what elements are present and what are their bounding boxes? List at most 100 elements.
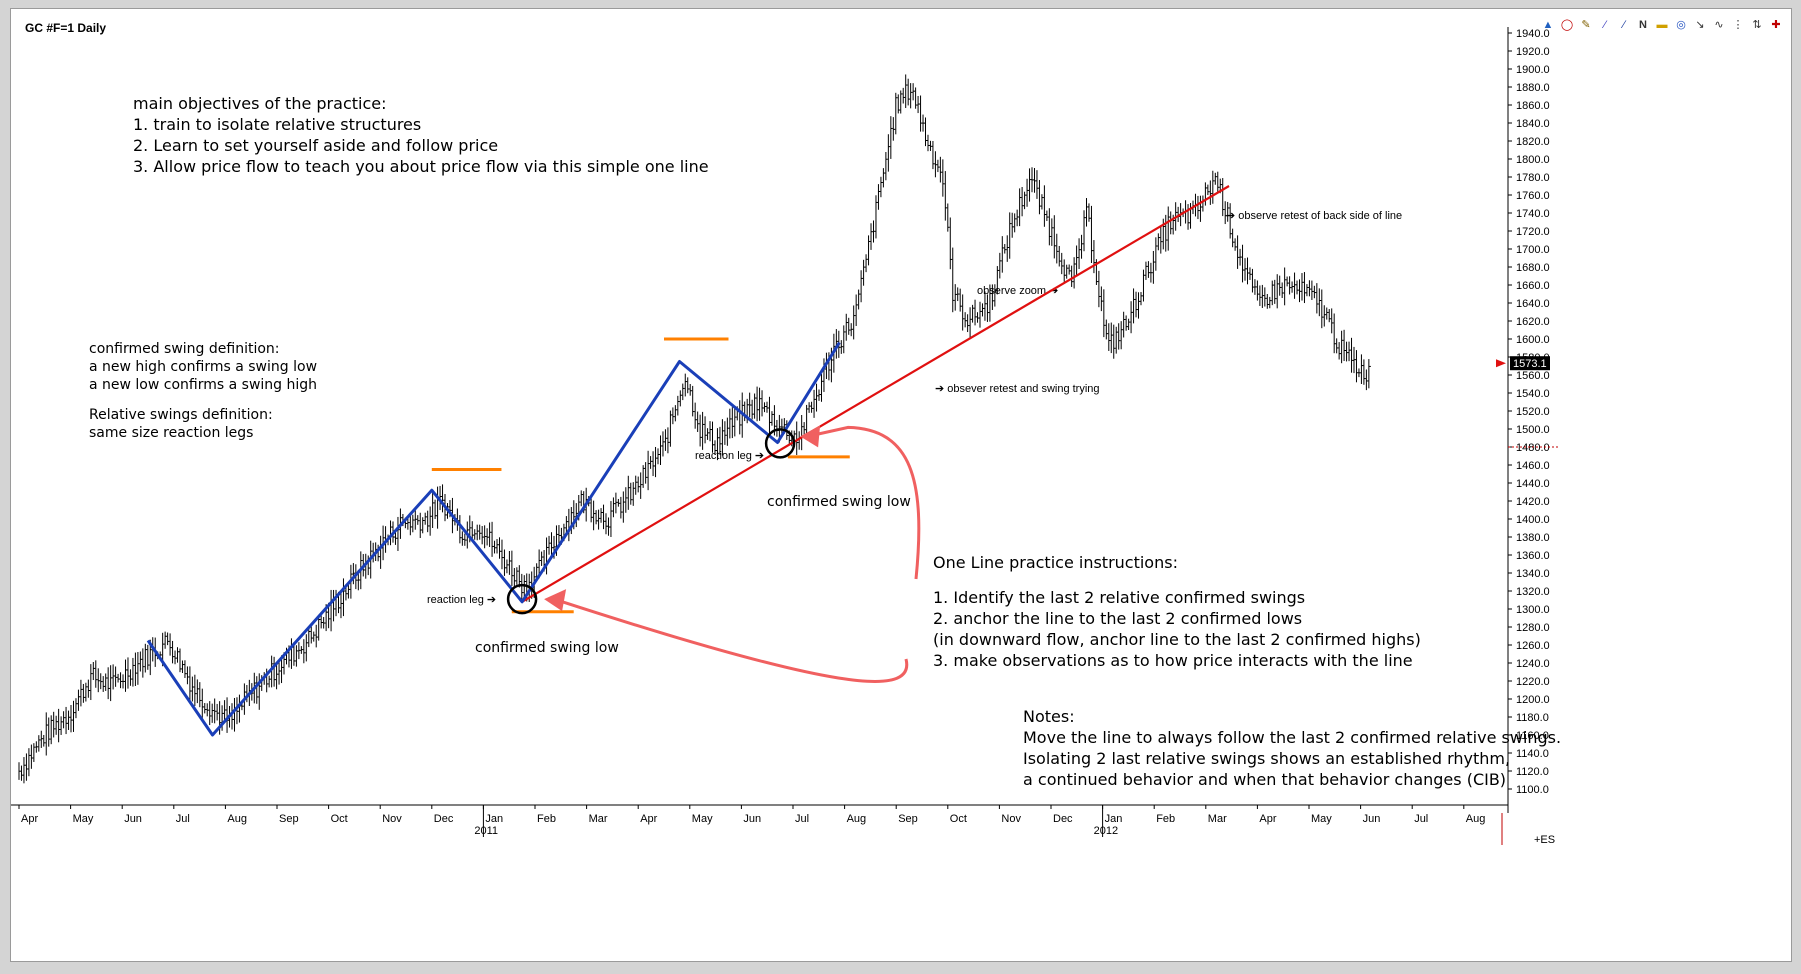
- y-tick-label: 1440.0: [1516, 478, 1550, 490]
- x-tick-label: Dec: [1053, 813, 1073, 825]
- notes-line-3: a continued behavior and when that behav…: [1023, 770, 1507, 789]
- annotation-reaction-leg-1: reaction leg ➔: [427, 594, 497, 606]
- y-tick-label: 1140.0: [1516, 748, 1549, 760]
- y-tick-label: 1760.0: [1516, 190, 1550, 202]
- y-tick-label: 1100.0: [1516, 784, 1549, 796]
- axis-corner-label: +ES: [1534, 834, 1555, 846]
- x-tick-label: Jan: [485, 813, 503, 825]
- notes-heading: Notes:: [1023, 707, 1075, 726]
- x-tick-label: May: [73, 813, 94, 825]
- x-tick-label: Sep: [279, 813, 299, 825]
- target-icon[interactable]: ◎: [1676, 19, 1686, 31]
- rect-icon[interactable]: ▬: [1656, 19, 1668, 31]
- annotation-retest-swing-trying: ➔ obsever retest and swing trying: [935, 383, 1100, 395]
- x-tick-label: Jun: [743, 813, 761, 825]
- y-tick-label: 1200.0: [1516, 694, 1550, 706]
- x-tick-label: Oct: [331, 813, 348, 825]
- annotation-confirmed-swing-low-2: confirmed swing low: [767, 494, 911, 510]
- wave-icon[interactable]: ∿: [1714, 19, 1724, 31]
- definitions-block: confirmed swing definition: a new high c…: [89, 340, 317, 442]
- y-tick-label: 1860.0: [1516, 100, 1550, 112]
- x-tick-label: Jul: [795, 813, 809, 825]
- notes-line-2: Isolating 2 last relative swings shows a…: [1023, 749, 1511, 768]
- y-tick-label: 1660.0: [1516, 280, 1550, 292]
- x-tick-label: Jun: [1363, 813, 1381, 825]
- arrowhead-1: [544, 589, 567, 612]
- x-tick-label: May: [1311, 813, 1332, 825]
- x-tick-label: Apr: [21, 813, 38, 825]
- x-tick-label: Nov: [1001, 813, 1021, 825]
- y-tick-label: 1380.0: [1516, 532, 1550, 544]
- y-tick-label: 1360.0: [1516, 550, 1550, 562]
- y-tick-label: 1420.0: [1516, 496, 1550, 508]
- y-tick-label: 1460.0: [1516, 460, 1550, 472]
- objectives-line-1: 1. train to isolate relative structures: [133, 115, 422, 134]
- cursor-icon[interactable]: ▲: [1542, 19, 1554, 31]
- swing-low-circle: [764, 428, 796, 459]
- trendline-icon[interactable]: ∕: [1623, 19, 1625, 31]
- y-tick-label: 1160.0: [1516, 730, 1549, 742]
- x-tick-label: Oct: [950, 813, 967, 825]
- x-tick-label: May: [692, 813, 713, 825]
- instructions-line-3: (in downward flow, anchor line to the la…: [933, 630, 1421, 649]
- y-tick-label: 1340.0: [1516, 568, 1550, 580]
- annotation-retest-back-side: ➔ observe retest of back side of line: [1226, 210, 1403, 222]
- fib-icon[interactable]: ⁄: [1604, 19, 1606, 31]
- y-tick-label: 1500.0: [1516, 424, 1550, 436]
- n-icon[interactable]: N: [1639, 19, 1647, 31]
- definition-line-3: a new low confirms a swing high: [89, 377, 318, 393]
- y-tick-label: 1620.0: [1516, 316, 1550, 328]
- y-tick-label: 1700.0: [1516, 244, 1550, 256]
- y-tick-label: 1780.0: [1516, 172, 1550, 184]
- x-tick-label: Mar: [1208, 813, 1227, 825]
- zoom-icon[interactable]: ⇅: [1752, 19, 1762, 31]
- instructions-line-1: 1. Identify the last 2 relative confirme…: [933, 588, 1306, 607]
- instructions-block: One Line practice instructions: 1. Ident…: [933, 552, 1421, 671]
- y-tick-label: 1240.0: [1516, 658, 1550, 670]
- price-bars: [18, 74, 1371, 784]
- x-tick-label: Aug: [847, 813, 867, 825]
- last-price-pointer: [1496, 359, 1506, 368]
- y-tick-label: 1820.0: [1516, 136, 1550, 148]
- chart-panel[interactable]: GC #F=1 Daily ▲ ◯ ✎ ⁄ ∕ N ▬ ◎ ↘ ∿ ⋮ ⇅ ✚ …: [10, 8, 1792, 962]
- last-price-label: 1573.1: [1513, 358, 1547, 370]
- definition-line-1: confirmed swing definition:: [89, 341, 280, 357]
- y-tick-label: 1800.0: [1516, 154, 1550, 166]
- y-tick-label: 1300.0: [1516, 604, 1550, 616]
- x-tick-label: Feb: [1156, 813, 1175, 825]
- arrowhead-2: [800, 425, 821, 448]
- circle-icon[interactable]: ◯: [1560, 19, 1574, 31]
- y-tick-label: 1880.0: [1516, 82, 1550, 94]
- crosshair-icon[interactable]: ✚: [1771, 19, 1781, 31]
- x-tick-label: Jun: [124, 813, 142, 825]
- definition-line-4: Relative swings definition:: [89, 407, 273, 423]
- price-chart-svg[interactable]: 1100.0 1120.0 1140.0 1160.0 1180.0 1200.0 1220…: [11, 9, 1791, 961]
- y-tick-label: 1920.0: [1516, 46, 1550, 58]
- x-tick-label: Sep: [898, 813, 918, 825]
- y-tick-label: 1740.0: [1516, 208, 1550, 220]
- chart-title: GC #F=1 Daily: [25, 21, 107, 35]
- last-price-box: [1510, 356, 1550, 371]
- bar-icon[interactable]: ⋮: [1732, 19, 1744, 31]
- x-tick-label: Mar: [589, 813, 608, 825]
- objectives-block: main objectives of the practice: 1. trai…: [133, 93, 709, 177]
- arrow-icon[interactable]: ↘: [1695, 19, 1705, 31]
- y-tick-label: 1540.0: [1516, 388, 1550, 400]
- y-tick-label: 1280.0: [1516, 622, 1550, 634]
- y-tick-label: 1120.0: [1516, 766, 1549, 778]
- y-tick-label: 1560.0: [1516, 370, 1550, 382]
- definition-line-2: a new high confirms a swing low: [89, 359, 318, 375]
- x-tick-label: Jan: [1105, 813, 1123, 825]
- y-tick-label: 1220.0: [1516, 676, 1550, 688]
- annotation-confirmed-swing-low-1: confirmed swing low: [475, 640, 619, 656]
- x-year-label: 2012: [1094, 825, 1118, 837]
- x-tick-label: Dec: [434, 813, 454, 825]
- pencil-icon[interactable]: ✎: [1581, 19, 1591, 31]
- notes-block: Notes: Move the line to always follow th…: [1023, 706, 1561, 790]
- y-tick-label: 1180.0: [1516, 712, 1549, 724]
- y-tick-label: 1520.0: [1516, 406, 1550, 418]
- x-tick-label: Apr: [1259, 813, 1276, 825]
- y-tick-label: 1400.0: [1516, 514, 1550, 526]
- objectives-line-3: 3. Allow price flow to teach you about p…: [133, 157, 709, 176]
